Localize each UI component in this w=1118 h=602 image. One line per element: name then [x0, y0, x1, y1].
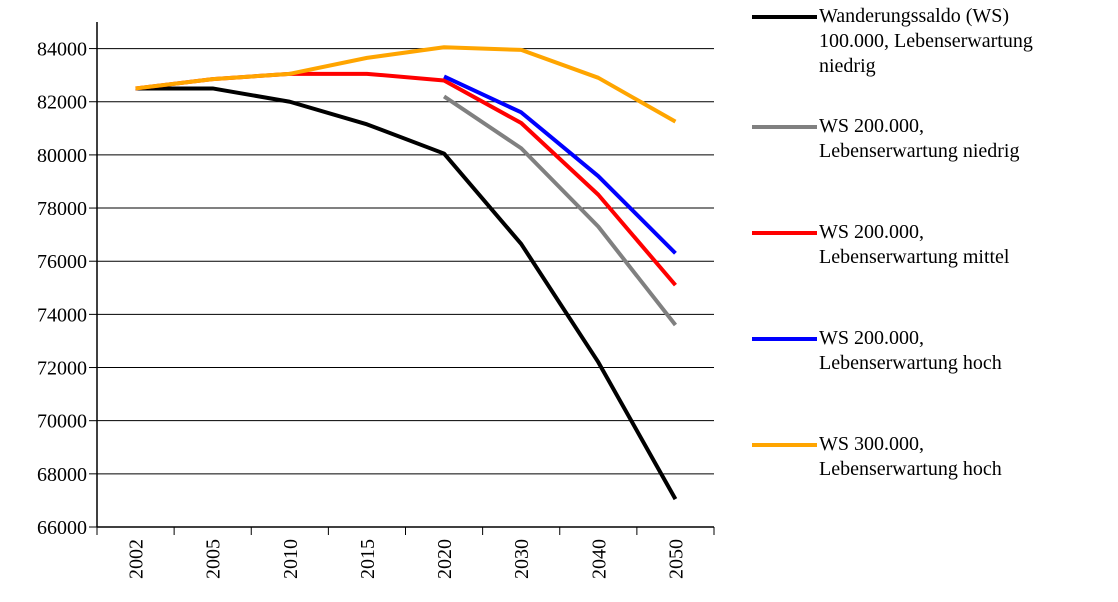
legend-label: WS 300.000, Lebenserwartung hoch: [819, 433, 1002, 480]
x-tick-label: 2020: [434, 539, 456, 579]
x-tick-label: 2015: [357, 539, 379, 579]
y-tick-label: 78000: [37, 198, 87, 220]
legend-label: Wanderungssaldo (WS) 100.000, Lebenserwa…: [819, 5, 1033, 77]
y-tick-label: 80000: [37, 145, 87, 167]
series-line: [443, 74, 677, 255]
y-tick-label: 68000: [37, 464, 87, 486]
y-tick-label: 74000: [37, 304, 87, 326]
series-line: [135, 45, 677, 124]
y-tick-label: 72000: [37, 358, 87, 380]
legend-swatch: [752, 231, 817, 235]
series-line: [135, 71, 677, 287]
x-tick-label: 2050: [665, 539, 687, 579]
legend-swatch: [752, 337, 817, 341]
y-tick-label: 84000: [37, 39, 87, 61]
x-tick-label: 2002: [126, 539, 148, 579]
y-tick-label: 76000: [37, 251, 87, 273]
legend-label: WS 200.000, Lebenserwartung hoch: [819, 327, 1002, 374]
series-line: [442, 94, 678, 327]
y-tick-label: 82000: [37, 92, 87, 114]
legend-swatch: [752, 15, 817, 19]
legend-label: WS 200.000, Lebenserwartung niedrig: [819, 115, 1020, 162]
series-line: [135, 86, 678, 501]
x-tick-label: 2040: [588, 539, 610, 579]
legend-swatch: [752, 443, 817, 447]
x-tick-label: 2010: [280, 539, 302, 579]
y-tick-label: 66000: [37, 517, 87, 539]
legend-label: WS 200.000, Lebenserwartung mittel: [819, 221, 1010, 268]
legend-swatch: [752, 125, 817, 129]
x-tick-label: 2030: [511, 539, 533, 579]
y-tick-label: 70000: [37, 411, 87, 433]
x-tick-label: 2005: [203, 539, 225, 579]
